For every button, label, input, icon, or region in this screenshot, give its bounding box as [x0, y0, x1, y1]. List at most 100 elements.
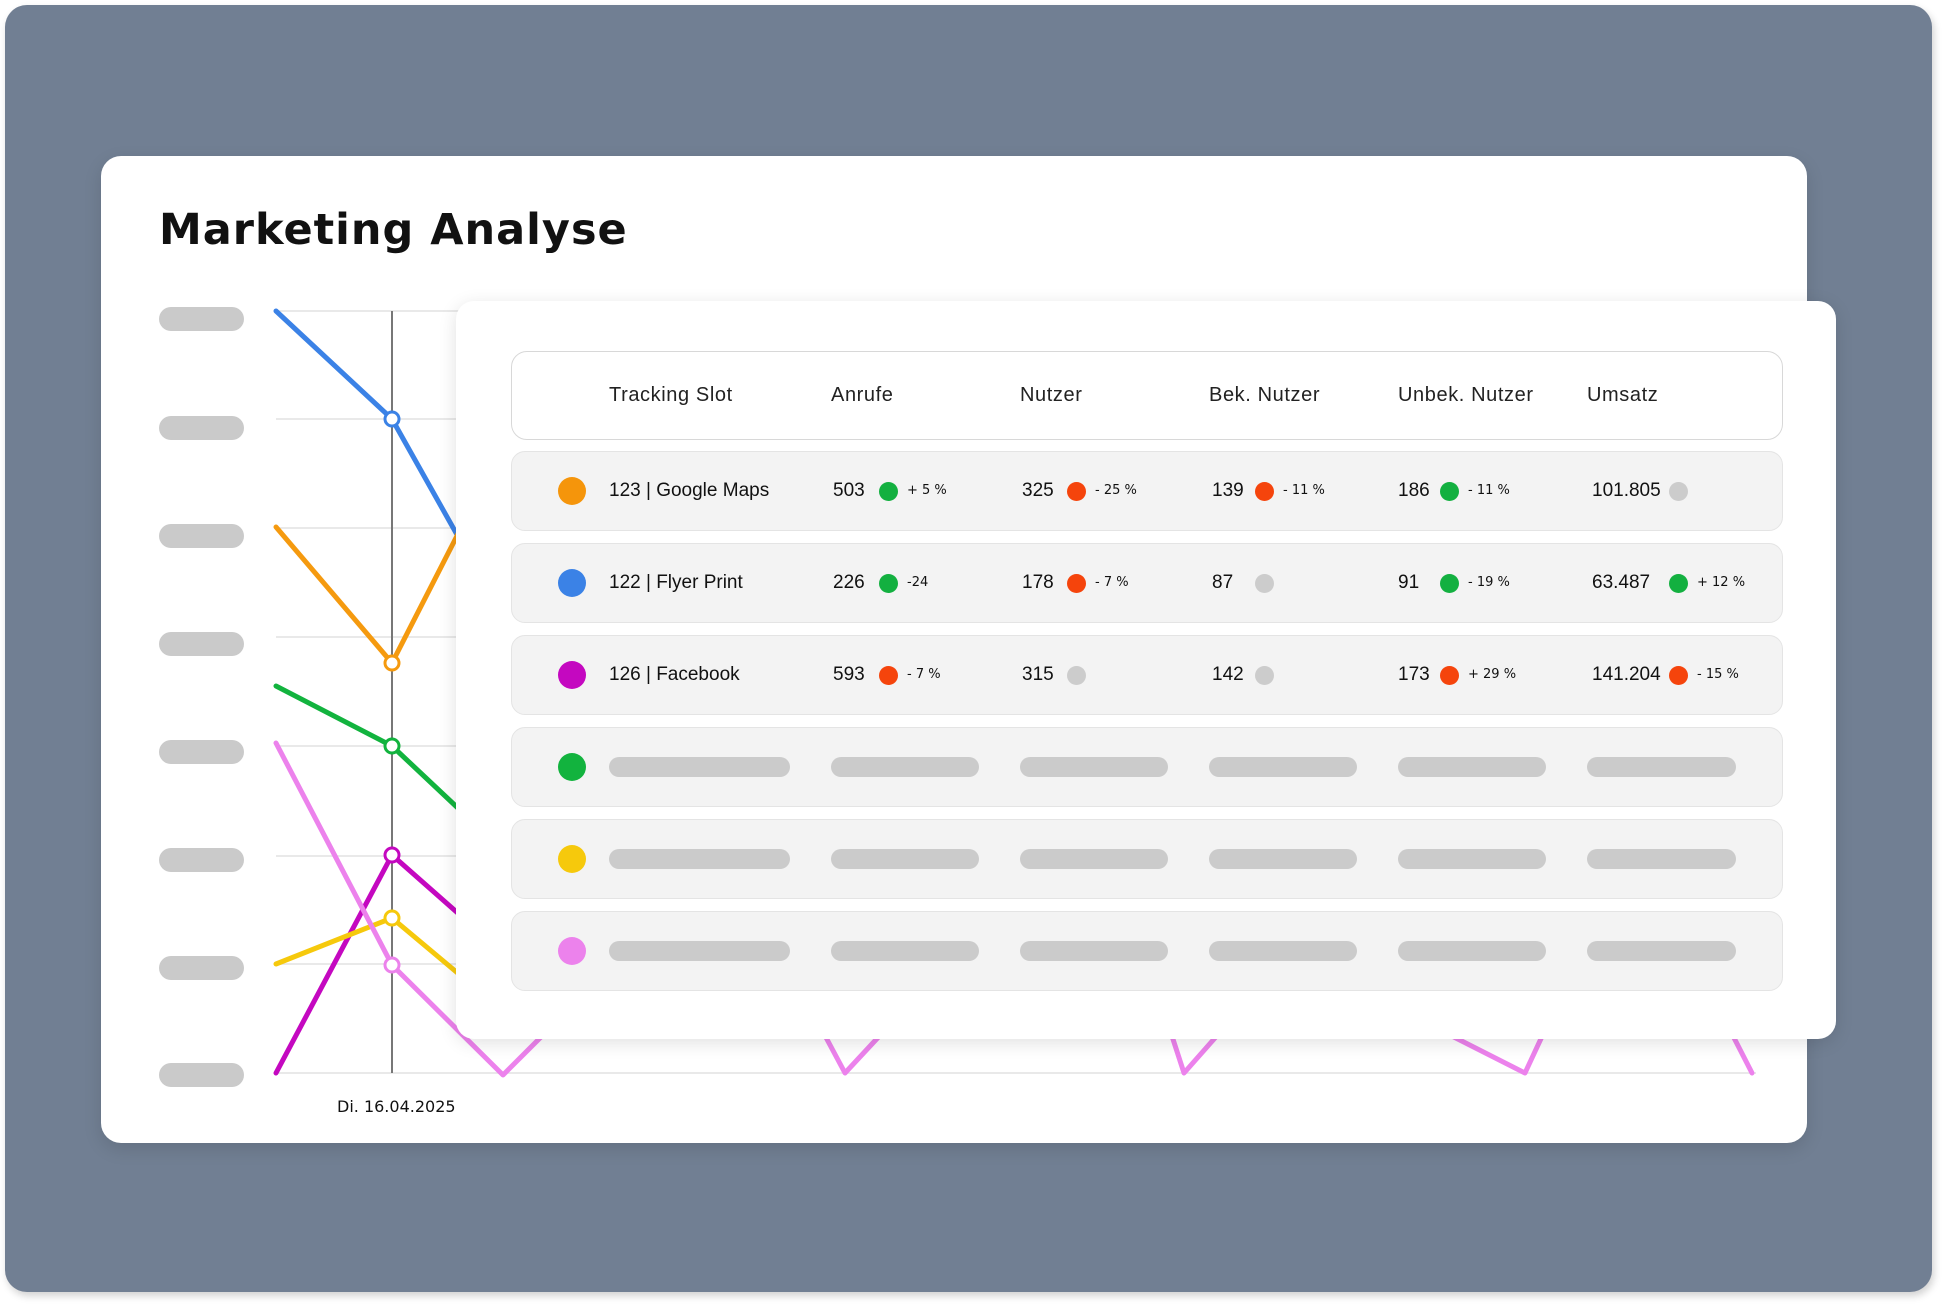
data-point-marker — [383, 654, 401, 672]
data-point-marker — [383, 737, 401, 755]
status-indicator — [1067, 574, 1086, 593]
skeleton-bar — [1398, 849, 1546, 869]
change-percent: - 25 % — [1095, 483, 1137, 498]
status-indicator — [1440, 482, 1459, 501]
metric-value: 503 — [833, 480, 865, 501]
column-header[interactable]: Tracking Slot — [609, 384, 733, 406]
status-indicator — [1669, 482, 1688, 501]
y-tick-placeholder — [159, 632, 244, 656]
skeleton-bar — [1587, 941, 1736, 961]
status-indicator — [1067, 666, 1086, 685]
series-color-dot — [558, 845, 586, 873]
skeleton-bar — [1587, 849, 1736, 869]
status-indicator — [1669, 666, 1688, 685]
change-percent: - 7 % — [907, 667, 941, 682]
status-indicator — [1067, 482, 1086, 501]
tracking-slot-name: 122 | Flyer Print — [609, 572, 743, 593]
tracking-slot-name: 123 | Google Maps — [609, 480, 770, 501]
skeleton-bar — [831, 849, 979, 869]
y-tick-placeholder — [159, 1063, 244, 1087]
change-percent: + 12 % — [1697, 575, 1746, 590]
metric-value: 315 — [1022, 664, 1054, 685]
data-point-marker — [383, 956, 401, 974]
page-title: Marketing Analyse — [159, 205, 628, 255]
series-color-dot — [558, 753, 586, 781]
skeleton-bar — [1020, 849, 1168, 869]
series-color-dot — [558, 661, 586, 689]
tracking-slot-name: 126 | Facebook — [609, 664, 740, 685]
skeleton-bar — [1398, 941, 1546, 961]
data-point-marker — [383, 909, 401, 927]
change-percent: + 5 % — [907, 483, 947, 498]
change-percent: - 11 % — [1468, 483, 1510, 498]
series-line — [819, 1027, 888, 1076]
metric-value: 186 — [1398, 480, 1430, 501]
metric-value: 142 — [1212, 664, 1244, 685]
metric-value: 593 — [833, 664, 865, 685]
table-header — [511, 351, 1783, 440]
skeleton-bar — [831, 941, 979, 961]
change-percent: -24 — [907, 575, 929, 590]
skeleton-bar — [1587, 757, 1736, 777]
skeleton-bar — [1398, 757, 1546, 777]
status-indicator — [1255, 482, 1274, 501]
skeleton-bar — [1020, 941, 1168, 961]
skeleton-bar — [1020, 757, 1168, 777]
change-percent: + 29 % — [1468, 667, 1517, 682]
metric-value: 141.204 — [1592, 664, 1661, 685]
y-tick-placeholder — [159, 848, 244, 872]
selected-date-label: Di. 16.04.2025 — [337, 1097, 456, 1116]
status-indicator — [1440, 574, 1459, 593]
series-line — [273, 524, 463, 666]
table-row[interactable] — [511, 451, 1783, 531]
change-percent: - 15 % — [1697, 667, 1739, 682]
skeleton-bar — [609, 849, 790, 869]
column-header[interactable]: Bek. Nutzer — [1209, 384, 1321, 406]
metric-value: 325 — [1022, 480, 1054, 501]
series-line — [273, 308, 463, 543]
status-indicator — [879, 666, 898, 685]
change-percent: - 11 % — [1283, 483, 1325, 498]
metric-value: 91 — [1398, 572, 1420, 593]
data-point-marker — [383, 846, 401, 864]
column-header[interactable]: Unbek. Nutzer — [1398, 384, 1534, 406]
table-row[interactable] — [511, 543, 1783, 623]
series-line — [273, 915, 463, 978]
skeleton-bar — [1209, 757, 1357, 777]
metric-value: 173 — [1398, 664, 1430, 685]
metric-value: 87 — [1212, 572, 1234, 593]
status-indicator — [1255, 666, 1274, 685]
metric-value: 178 — [1022, 572, 1054, 593]
y-tick-placeholder — [159, 740, 244, 764]
metric-value: 63.487 — [1592, 572, 1651, 593]
metric-value: 101.805 — [1592, 480, 1661, 501]
series-color-dot — [558, 937, 586, 965]
y-tick-placeholder — [159, 416, 244, 440]
y-tick-placeholder — [159, 524, 244, 548]
y-tick-placeholder — [159, 956, 244, 980]
change-percent: - 19 % — [1468, 575, 1510, 590]
status-indicator — [1440, 666, 1459, 685]
status-indicator — [1669, 574, 1688, 593]
metric-value: 226 — [833, 572, 865, 593]
metric-value: 139 — [1212, 480, 1244, 501]
status-indicator — [1255, 574, 1274, 593]
series-line — [273, 740, 563, 1078]
status-indicator — [879, 482, 898, 501]
skeleton-bar — [609, 757, 790, 777]
skeleton-bar — [609, 941, 790, 961]
table-row[interactable] — [511, 635, 1783, 715]
change-percent: - 7 % — [1095, 575, 1129, 590]
skeleton-bar — [1209, 941, 1357, 961]
series-line — [1167, 1027, 1225, 1076]
series-line — [1437, 1027, 1548, 1076]
data-point-marker — [383, 410, 401, 428]
status-indicator — [879, 574, 898, 593]
series-color-dot — [558, 569, 586, 597]
column-header[interactable]: Anrufe — [831, 384, 894, 406]
skeleton-bar — [1209, 849, 1357, 869]
column-header[interactable]: Umsatz — [1587, 384, 1659, 406]
column-header[interactable]: Nutzer — [1020, 384, 1083, 406]
series-color-dot — [558, 477, 586, 505]
y-tick-placeholder — [159, 307, 244, 331]
